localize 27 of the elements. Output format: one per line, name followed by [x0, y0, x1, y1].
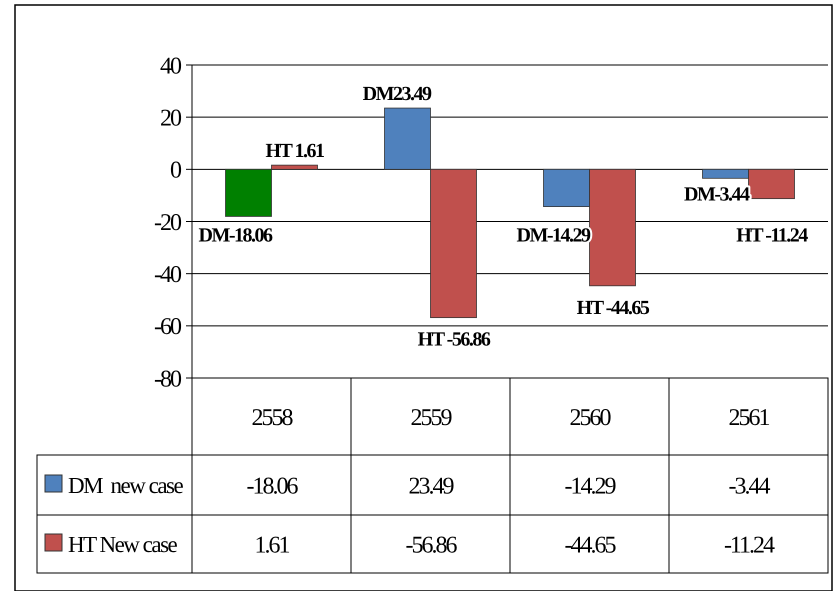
data-label: -18.06	[246, 473, 298, 500]
y-tick-label: -80	[154, 366, 182, 392]
y-tick-label: 20	[160, 106, 182, 132]
data-label: -11.24	[724, 532, 776, 558]
x-tick-label: 2560	[570, 404, 612, 431]
x-tick-label: 2558	[252, 404, 294, 431]
legend-label: HT New case	[68, 532, 178, 558]
data-label: -14.29	[564, 473, 616, 500]
x-tick-label: 2561	[728, 404, 770, 431]
data-label: 23.49	[408, 473, 454, 500]
annotation: DM23.49	[362, 83, 432, 106]
annotation: HT -56.86	[418, 328, 491, 351]
y-tick-label: -40	[154, 262, 182, 288]
y-tick-label: 0	[170, 158, 182, 184]
data-label: -3.44	[728, 473, 770, 500]
y-tick-label: -60	[154, 314, 182, 340]
annotation: HT -11.24	[736, 224, 808, 246]
y-tick-label: -20	[154, 210, 182, 236]
x-tick-label: 2559	[410, 404, 452, 431]
y-tick-label: 40	[160, 53, 182, 80]
annotation: HT 1.61	[265, 140, 324, 162]
annotation: DM-18.06	[198, 224, 273, 246]
data-label: -56.86	[406, 532, 458, 558]
annotation: HT -44.65	[576, 296, 650, 319]
legend-label: DM new case	[68, 473, 184, 498]
data-label: -44.65	[564, 532, 616, 558]
data-label: 1.61	[254, 532, 290, 558]
